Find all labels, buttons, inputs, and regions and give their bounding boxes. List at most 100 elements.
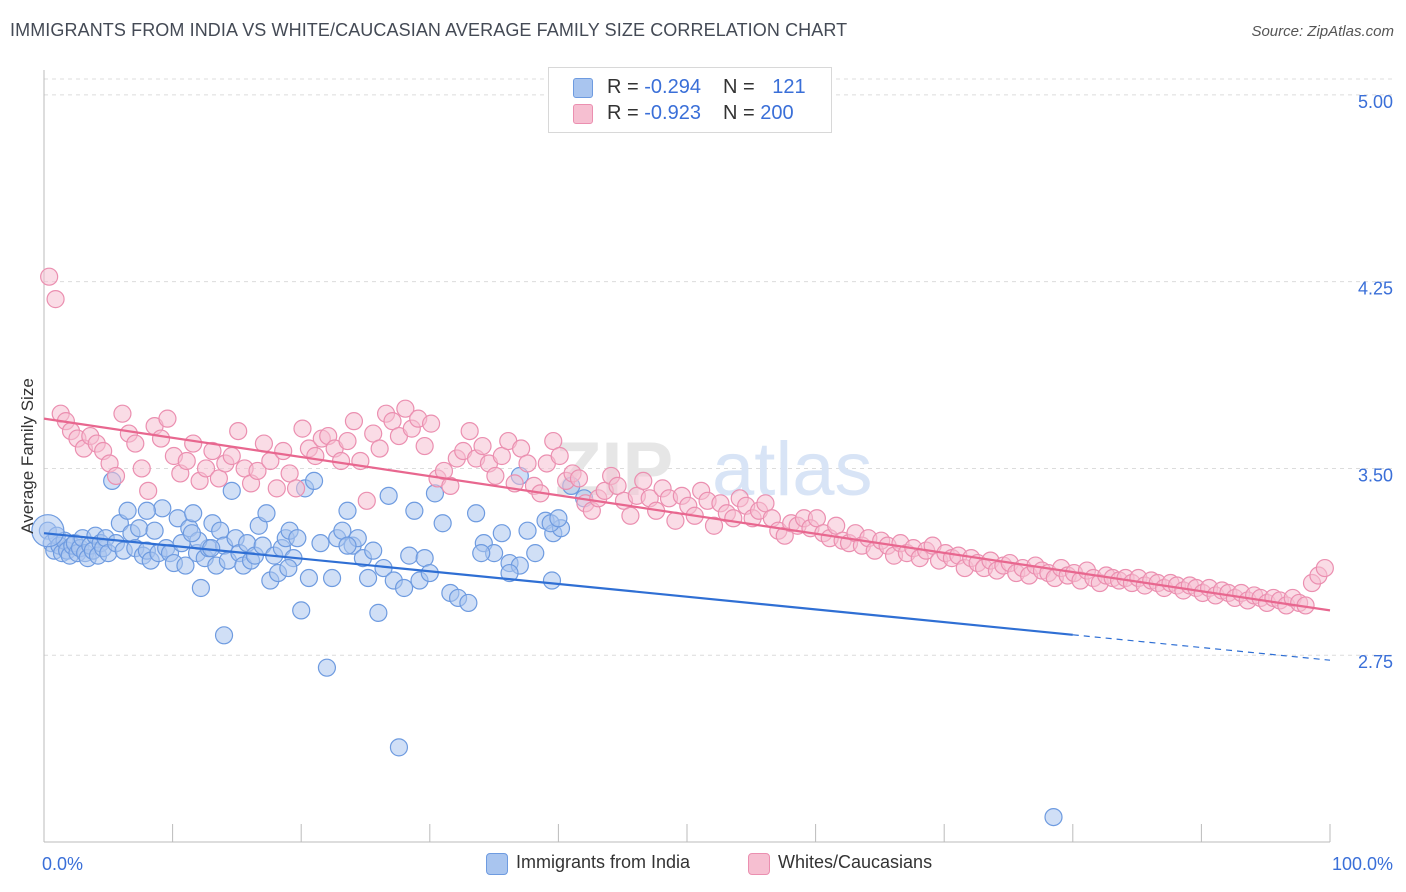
data-point-white [151, 429, 171, 448]
trend-line-india [43, 532, 1073, 636]
data-point-india [379, 486, 398, 505]
data-point-india [420, 563, 439, 583]
data-point-india [176, 556, 195, 575]
data-point-india [317, 658, 337, 677]
data-point-india [304, 471, 324, 491]
series-india-points [31, 466, 1063, 827]
data-point-india [433, 514, 452, 533]
data-point-white [286, 479, 306, 498]
data-point-india [358, 568, 378, 588]
data-point-white [293, 419, 312, 438]
data-point-white [827, 516, 846, 535]
legend-r-value-india: -0.294 [644, 76, 701, 98]
data-point-white [184, 434, 203, 453]
data-point-white [807, 509, 826, 528]
data-point-india [400, 546, 419, 565]
data-point-white [441, 476, 460, 495]
data-point-white [46, 290, 65, 309]
data-point-white [473, 436, 492, 456]
data-point-white [209, 469, 228, 488]
data-point-white [40, 267, 59, 286]
data-point-white [704, 516, 724, 535]
data-point-india [222, 481, 241, 500]
data-point-white [203, 441, 222, 461]
data-point-india [492, 524, 511, 543]
data-point-white [196, 459, 216, 478]
trend-line-india-extension [1072, 634, 1331, 661]
data-point-india [137, 501, 156, 520]
data-point-india [288, 529, 307, 548]
data-point-white [724, 509, 743, 528]
y-tick-label: 3.50 [1358, 465, 1393, 485]
data-point-white [344, 412, 364, 431]
data-point-white [634, 471, 653, 491]
data-point-india [518, 521, 537, 540]
legend-swatch-india [573, 78, 593, 98]
bottom-legend-label-india: Immigrants from India [516, 852, 691, 872]
data-point-india [118, 501, 137, 520]
data-point-white [177, 451, 196, 471]
data-point-india [214, 626, 234, 645]
data-point-white [274, 441, 293, 461]
data-point-white [248, 461, 267, 481]
trend-line-white [43, 417, 1331, 612]
legend-r-label-white: R = [607, 102, 645, 124]
data-point-india [549, 509, 568, 528]
y-axis-label: Average Family Size [18, 378, 37, 534]
data-point-white [621, 506, 640, 525]
legend-n-value-india: 121 [772, 76, 806, 98]
source-credit: Source: ZipAtlas.com [1251, 23, 1394, 40]
data-point-white [544, 431, 563, 451]
trend-lines [43, 417, 1331, 661]
data-point-white [1315, 558, 1334, 578]
data-point-india [182, 524, 201, 543]
data-point-white [139, 481, 158, 500]
y-tick-label: 4.25 [1358, 279, 1393, 299]
data-point-india-large [31, 514, 65, 548]
data-point-india [472, 544, 491, 563]
data-point-white [550, 446, 569, 466]
axes [43, 70, 1331, 843]
data-point-india [311, 534, 330, 553]
data-point-white [306, 446, 325, 466]
legend-r-value-white: -0.923 [644, 102, 701, 124]
data-point-india [338, 536, 357, 555]
data-point-india [394, 578, 414, 598]
data-point-india [153, 499, 172, 518]
x-tick-label-min: 0.0% [42, 854, 83, 874]
data-point-white [415, 436, 434, 456]
data-point-india [542, 571, 562, 590]
data-point-india [466, 504, 486, 523]
data-point-india [369, 603, 388, 622]
data-point-white [132, 459, 151, 478]
data-point-white [486, 466, 505, 486]
data-point-white [280, 464, 299, 483]
data-point-india [459, 593, 478, 613]
data-point-india [130, 519, 149, 538]
bottom-legend-swatch-white [748, 853, 770, 875]
data-point-india [257, 504, 276, 523]
y-tick-label: 5.00 [1358, 92, 1393, 112]
data-point-white [608, 476, 627, 495]
data-point-india [145, 521, 164, 540]
data-point-india [299, 568, 319, 588]
legend-n-label-white: N = [722, 102, 761, 124]
data-point-white [222, 446, 241, 466]
data-point-white [158, 409, 177, 428]
data-point-white [229, 421, 248, 441]
data-point-white [357, 491, 376, 510]
legend-n-label-india: N = [722, 76, 761, 98]
data-point-white [756, 494, 775, 513]
data-point-white [383, 412, 402, 431]
legend-swatch-white [573, 104, 593, 124]
data-point-white [421, 414, 441, 433]
data-point-india [364, 541, 383, 560]
data-point-white [267, 479, 286, 498]
data-point-white [434, 461, 454, 481]
legend-n-value-white: 200 [760, 102, 794, 124]
bottom-legend-label-white: Whites/Caucasians [778, 852, 933, 872]
data-point-white [569, 469, 589, 488]
data-point-india [322, 568, 342, 588]
data-point-white [666, 511, 685, 530]
data-point-white [460, 421, 479, 441]
